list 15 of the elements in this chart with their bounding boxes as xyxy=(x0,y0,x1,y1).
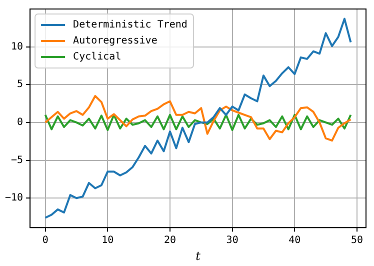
legend-label: Deterministic Trend xyxy=(73,20,188,31)
y-tick-label: 5 xyxy=(17,79,24,90)
x-tick-label: 0 xyxy=(42,235,48,246)
y-tick-label: 0 xyxy=(17,117,24,128)
x-tick-label: 30 xyxy=(226,235,238,246)
y-tick-label: −5 xyxy=(11,154,24,166)
y-tick-label: 10 xyxy=(11,41,24,52)
legend-label: Cyclical xyxy=(73,52,122,63)
x-tick-label: 10 xyxy=(102,235,114,246)
x-tick-label: 20 xyxy=(164,235,176,246)
x-tick-label: 40 xyxy=(288,235,301,246)
x-tick-label: 50 xyxy=(350,235,363,246)
y-tick-label: −10 xyxy=(5,192,24,204)
legend-label: Autoregressive xyxy=(73,36,158,47)
x-axis-title: t xyxy=(196,248,201,263)
